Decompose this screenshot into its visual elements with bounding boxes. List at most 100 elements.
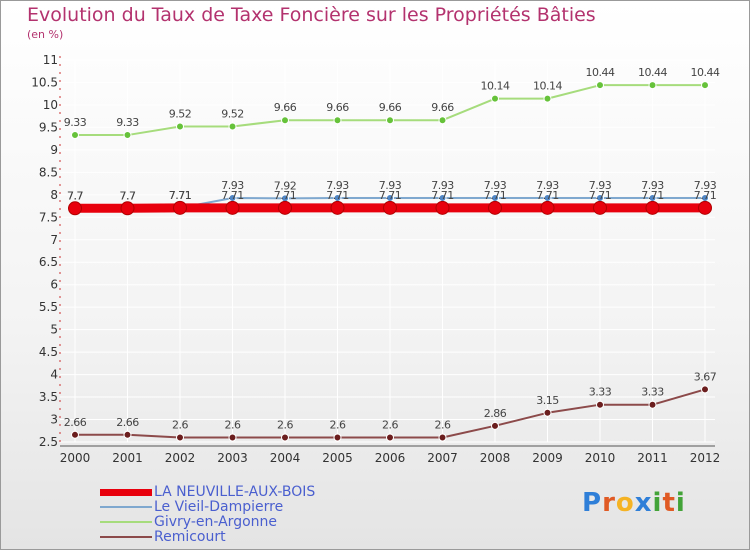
data-label: 7.71 <box>641 189 664 202</box>
data-point <box>386 116 394 125</box>
data-point <box>543 94 552 103</box>
data-point <box>228 122 237 131</box>
data-point <box>435 200 450 215</box>
data-point <box>593 200 607 215</box>
data-point <box>438 433 447 442</box>
data-label: 7.71 <box>536 189 559 202</box>
y-tick-label: 4.5 <box>39 345 58 359</box>
y-tick-label: 6.5 <box>39 255 58 269</box>
data-point <box>596 400 604 409</box>
data-label: 7.71 <box>589 189 612 202</box>
data-point <box>540 200 555 215</box>
y-tick-label: 10.5 <box>31 75 58 89</box>
logo-letter: P <box>582 488 603 518</box>
y-tick-label: 11 <box>43 53 58 67</box>
y-tick-label: 9 <box>50 143 58 157</box>
x-tick-label: 2011 <box>637 451 668 465</box>
y-tick-label: 3.5 <box>39 390 58 404</box>
data-label: 2.6 <box>172 419 188 432</box>
x-tick-label: 2000 <box>60 451 91 465</box>
y-tick-label: 3 <box>50 413 58 427</box>
legend-swatch <box>100 536 152 538</box>
data-point <box>333 433 342 442</box>
data-point <box>701 385 709 394</box>
data-label: 2.6 <box>330 419 346 432</box>
data-label: 3.15 <box>536 394 559 407</box>
data-label: 7.93 <box>221 179 244 192</box>
data-point <box>645 200 660 215</box>
data-label: 9.66 <box>274 101 297 114</box>
legend-swatch <box>100 521 152 523</box>
data-label: 7.7 <box>120 189 136 202</box>
data-label: 10.44 <box>638 66 667 79</box>
data-label: 2.86 <box>484 407 507 420</box>
chart-title: Evolution du Taux de Taxe Foncière sur l… <box>27 4 596 26</box>
x-tick-label: 2006 <box>375 451 406 465</box>
legend-label: LA NEUVILLE-AUX-BOIS <box>154 484 316 500</box>
data-label: 7.71 <box>221 189 244 202</box>
logo-letter: x <box>634 488 653 518</box>
data-point <box>330 200 345 215</box>
data-label: 9.33 <box>64 116 87 129</box>
data-point <box>596 81 604 90</box>
x-tick-label: 2002 <box>165 451 196 465</box>
data-point <box>281 433 289 442</box>
data-label: 3.33 <box>589 386 612 399</box>
y-tick-label: 7.5 <box>39 210 58 224</box>
data-label: 9.33 <box>116 116 139 129</box>
data-label: 7.93 <box>641 179 664 192</box>
logo-letter: r <box>602 488 616 518</box>
x-tick-label: 2008 <box>480 451 511 465</box>
data-label: 7.93 <box>431 179 454 192</box>
y-tick-label: 6 <box>50 278 58 292</box>
data-label: 7.7 <box>67 189 83 202</box>
x-tick-label: 2001 <box>112 451 143 465</box>
data-label: 2.6 <box>382 419 398 432</box>
y-tick-label: 2.5 <box>39 435 58 449</box>
legend-swatch <box>100 506 152 508</box>
data-label: 7.71 <box>694 189 717 202</box>
data-point <box>278 200 292 215</box>
data-label: 10.14 <box>533 80 562 93</box>
data-point <box>68 201 82 216</box>
data-label: 7.7 <box>120 189 136 202</box>
y-tick-label: 8.5 <box>39 165 58 179</box>
data-point <box>120 201 135 216</box>
y-tick-label: 9.5 <box>39 120 58 134</box>
x-tick-label: 2003 <box>217 451 248 465</box>
legend-label: Le Vieil-Dampierre <box>154 499 284 515</box>
data-label: 7.93 <box>484 179 507 192</box>
data-label: 7.71 <box>274 189 297 202</box>
x-tick-label: 2012 <box>690 451 721 465</box>
data-point <box>386 433 394 442</box>
data-label: 10.44 <box>691 66 720 79</box>
data-label: 2.66 <box>64 416 87 429</box>
data-label: 7.93 <box>326 179 349 192</box>
data-label: 7.7 <box>67 189 83 202</box>
logo-letter: t <box>662 488 676 518</box>
chart-subtitle: (en %) <box>27 28 64 41</box>
data-label: 7.71 <box>379 189 402 202</box>
data-label: 7.71 <box>169 189 192 202</box>
data-point <box>225 200 240 215</box>
data-label: 7.71 <box>431 189 454 202</box>
data-label: 9.66 <box>431 101 454 114</box>
y-tick-label: 7 <box>50 233 58 247</box>
logo-letter: i <box>675 488 686 518</box>
data-point <box>438 116 447 125</box>
data-point <box>701 81 709 90</box>
data-point <box>176 122 184 131</box>
data-point <box>123 131 132 140</box>
data-label: 9.66 <box>326 101 349 114</box>
data-label: 7.71 <box>169 189 192 202</box>
legend-label: Givry-en-Argonne <box>154 514 277 530</box>
data-label: 2.66 <box>116 416 139 429</box>
data-point <box>173 200 187 215</box>
data-point <box>123 430 132 439</box>
data-point <box>543 408 552 417</box>
y-tick-label: 5 <box>50 323 58 337</box>
data-point <box>281 116 289 125</box>
data-label: 10.14 <box>481 80 510 93</box>
legend-label: Remicourt <box>154 529 226 545</box>
y-tick-label: 10 <box>43 98 58 112</box>
